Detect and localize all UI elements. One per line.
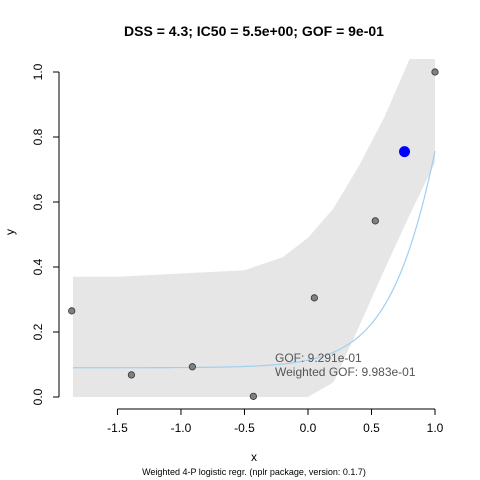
y-tick-label: 0.6 <box>31 193 45 210</box>
x-axis-label: x <box>251 450 257 464</box>
data-point <box>371 217 379 225</box>
y-tick-label: 1.0 <box>31 63 45 80</box>
x-axis: -1.5 -1.0 -0.5 0.0 0.5 1.0 <box>107 408 444 435</box>
x-tick-label: -0.5 <box>234 421 255 435</box>
y-tick-label: 0.0 <box>31 388 45 405</box>
confidence-band-layer <box>73 59 435 397</box>
weighted-gof-annotation: Weighted GOF: 9.983e-01 <box>275 365 416 379</box>
data-point <box>127 371 136 379</box>
y-axis: 0.0 0.2 0.4 0.6 0.8 1.0 <box>31 63 60 405</box>
y-tick-label: 0.2 <box>31 323 45 340</box>
data-point <box>249 392 257 400</box>
x-tick-label: 0.5 <box>363 421 380 435</box>
highlighted-point <box>399 146 411 158</box>
data-point <box>431 68 439 76</box>
y-axis-label: y <box>3 229 17 235</box>
x-tick-label: -1.0 <box>171 421 192 435</box>
x-tick-label: 1.0 <box>427 421 444 435</box>
gof-annotation: GOF: 9.291e-01 <box>275 351 362 365</box>
chart-caption: Weighted 4-P logistic regr. (nplr packag… <box>142 467 366 477</box>
data-points-layer <box>68 68 439 400</box>
data-point <box>188 363 196 371</box>
y-tick-label: 0.8 <box>31 128 45 145</box>
data-point <box>310 294 318 302</box>
fitted-curve-layer <box>73 150 436 369</box>
data-point <box>68 307 76 315</box>
x-tick-label: 0.0 <box>300 421 317 435</box>
fitted-curve <box>73 150 436 369</box>
chart-title: DSS = 4.3; IC50 = 5.5e+00; GOF = 9e-01 <box>124 23 384 39</box>
x-tick-label: -1.5 <box>107 421 128 435</box>
y-tick-label: 0.4 <box>31 258 45 275</box>
confidence-band <box>73 59 435 397</box>
